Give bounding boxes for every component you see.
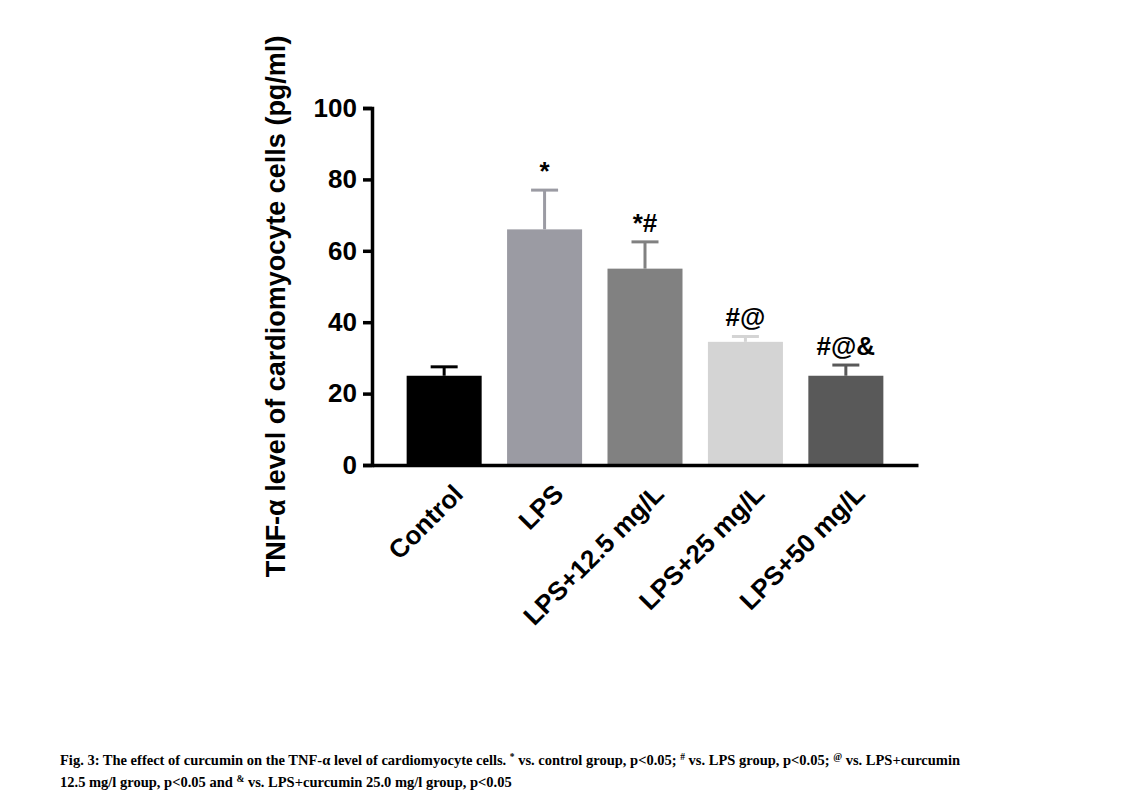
x-tick: LPS xyxy=(512,465,569,536)
y-tick: 60 xyxy=(328,236,372,266)
y-tick-label: 0 xyxy=(343,450,357,480)
y-tick: 100 xyxy=(314,93,372,123)
y-tick: 40 xyxy=(328,307,372,337)
error-cap xyxy=(832,364,859,367)
error-bar xyxy=(631,242,658,269)
error-stem xyxy=(644,242,647,269)
error-cap xyxy=(431,365,458,368)
y-tick-label: 60 xyxy=(328,236,357,266)
y-axis-title: TNF-α level of cardiomyocyte cells (pg/m… xyxy=(261,36,291,578)
error-bar xyxy=(732,336,759,341)
x-tick-label: LPS xyxy=(512,479,569,536)
error-bar xyxy=(832,365,859,376)
annotation: #@& xyxy=(817,331,876,361)
caption-line: Fig. 3: The effect of curcumin on the TN… xyxy=(60,752,960,768)
error-bar xyxy=(431,367,458,376)
x-tick: LPS+50 mg/L xyxy=(733,465,870,616)
y-tick: 20 xyxy=(328,378,372,408)
bar xyxy=(407,376,482,465)
annotation: #@ xyxy=(726,302,766,332)
y-tick-mark xyxy=(363,392,372,396)
bar xyxy=(507,229,582,465)
annotations: * *# #@ #@& xyxy=(540,156,876,361)
y-tick-mark xyxy=(363,464,372,468)
x-tick-label: LPS+50 mg/L xyxy=(733,479,870,616)
y-tick-label: 40 xyxy=(328,307,357,337)
y-axis-line xyxy=(363,109,373,466)
caption-line: 12.5 mg/l group, p<0.05 and & vs. LPS+cu… xyxy=(60,774,512,790)
caption: Fig. 3: The effect of curcumin on the TN… xyxy=(60,752,960,790)
y-tick-label: 80 xyxy=(328,164,357,194)
plot-area xyxy=(407,190,884,465)
y-tick: 0 xyxy=(343,450,372,480)
annotation: * xyxy=(540,156,551,186)
x-tick-label: Control xyxy=(382,479,469,566)
y-tick-mark xyxy=(363,250,372,254)
error-stem xyxy=(543,190,546,229)
y-tick-mark xyxy=(363,107,372,111)
error-stem xyxy=(844,365,847,376)
error-cap xyxy=(732,335,759,338)
bar xyxy=(708,342,783,465)
error-cap xyxy=(631,240,658,243)
error-bar xyxy=(531,190,558,229)
y-tick-mark xyxy=(363,178,372,182)
error-cap xyxy=(531,189,558,192)
x-tick: Control xyxy=(382,465,469,565)
y-axis: 0 20 40 60 80 100 xyxy=(314,93,373,480)
y-tick: 80 xyxy=(328,164,372,194)
x-axis: ControlLPSLPS+12.5 mg/LLPS+25 mg/LLPS+50… xyxy=(373,465,919,631)
y-tick-label: 100 xyxy=(314,93,357,123)
chart: 020406080100ControlLPSLPS+12.5 mg/LLPS+2… xyxy=(0,0,1144,795)
x-axis-line xyxy=(373,464,919,468)
y-tick-label: 20 xyxy=(328,378,357,408)
y-tick-mark xyxy=(363,321,372,325)
annotation: *# xyxy=(633,208,658,238)
bar xyxy=(607,269,682,465)
bar xyxy=(808,376,883,465)
